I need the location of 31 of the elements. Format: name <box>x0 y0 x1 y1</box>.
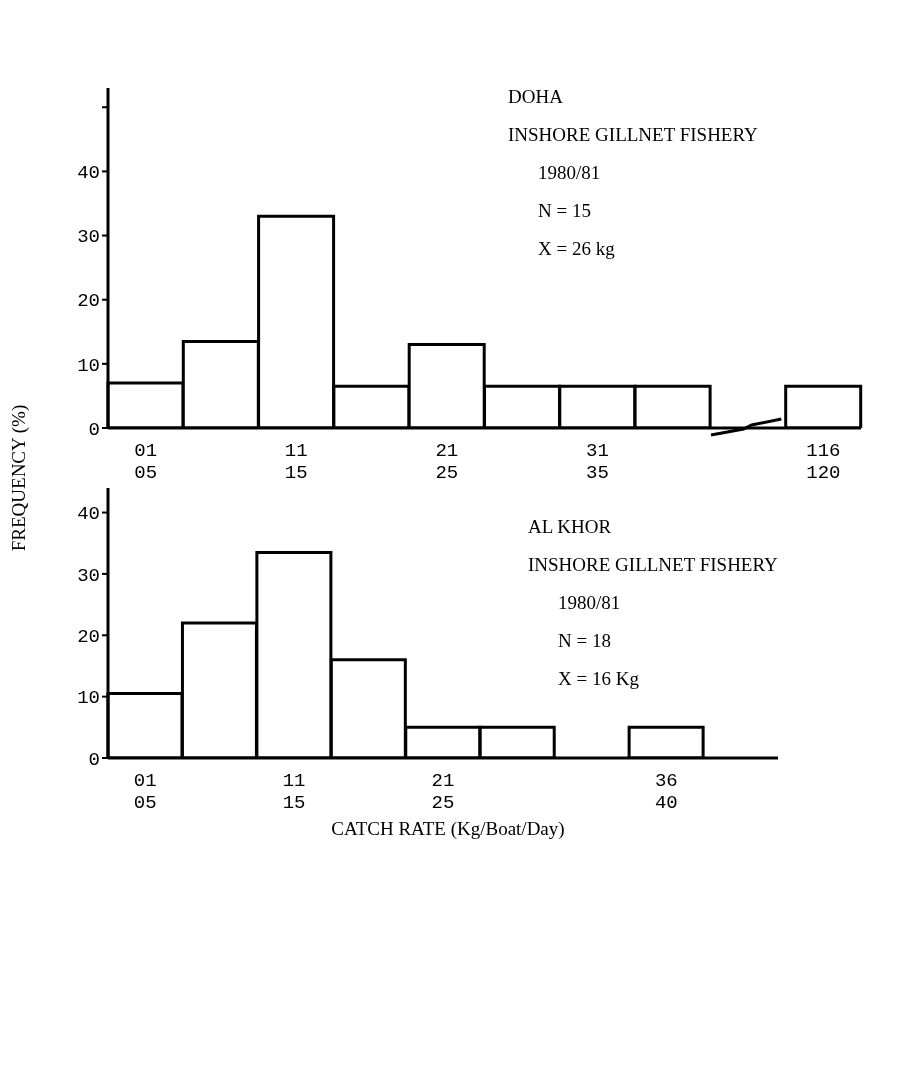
annotation: DOHA <box>508 85 564 109</box>
y-axis-title: FREQUENCY (%) <box>8 404 30 552</box>
y-tick-label: 40 <box>77 162 100 185</box>
x-tick-label: 116 120 <box>806 440 841 484</box>
annotation: INSHORE GILLNET FISHERY <box>508 123 758 147</box>
x-tick-label: 21 25 <box>435 440 459 484</box>
x-tick-label: 01 05 <box>134 440 158 484</box>
annotation: AL KHOR <box>528 515 613 539</box>
annotation: N = 18 <box>557 629 612 653</box>
x-tick-label: 11 15 <box>282 770 306 814</box>
x-tick-label: 11 15 <box>284 440 308 484</box>
x-tick-label: 01 05 <box>133 770 157 814</box>
y-tick-label: 10 <box>77 687 100 710</box>
y-tick-label: 10 <box>77 354 100 377</box>
y-tick-label: 20 <box>77 626 100 649</box>
y-tick-label: 0 <box>88 748 100 771</box>
annotation: 1980/81 <box>557 591 622 615</box>
annotation: 1980/81 <box>537 161 602 185</box>
annotation: X = 26 kg <box>537 237 616 261</box>
x-tick-label: 21 25 <box>431 770 455 814</box>
y-tick-label: 30 <box>77 226 100 249</box>
x-tick-label: 36 40 <box>654 770 678 814</box>
annotation: X = 16 Kg <box>557 667 640 691</box>
x-axis-title: CATCH RATE (Kg/Boat/Day) <box>330 818 566 840</box>
annotation: N = 15 <box>537 199 592 223</box>
y-tick-label: 40 <box>77 503 100 526</box>
y-tick-label: 0 <box>88 418 100 441</box>
y-tick-label: 20 <box>77 290 100 313</box>
x-tick-label: 31 35 <box>586 440 609 484</box>
annotation: INSHORE GILLNET FISHERY <box>528 553 778 577</box>
y-tick-label: 30 <box>77 564 100 587</box>
